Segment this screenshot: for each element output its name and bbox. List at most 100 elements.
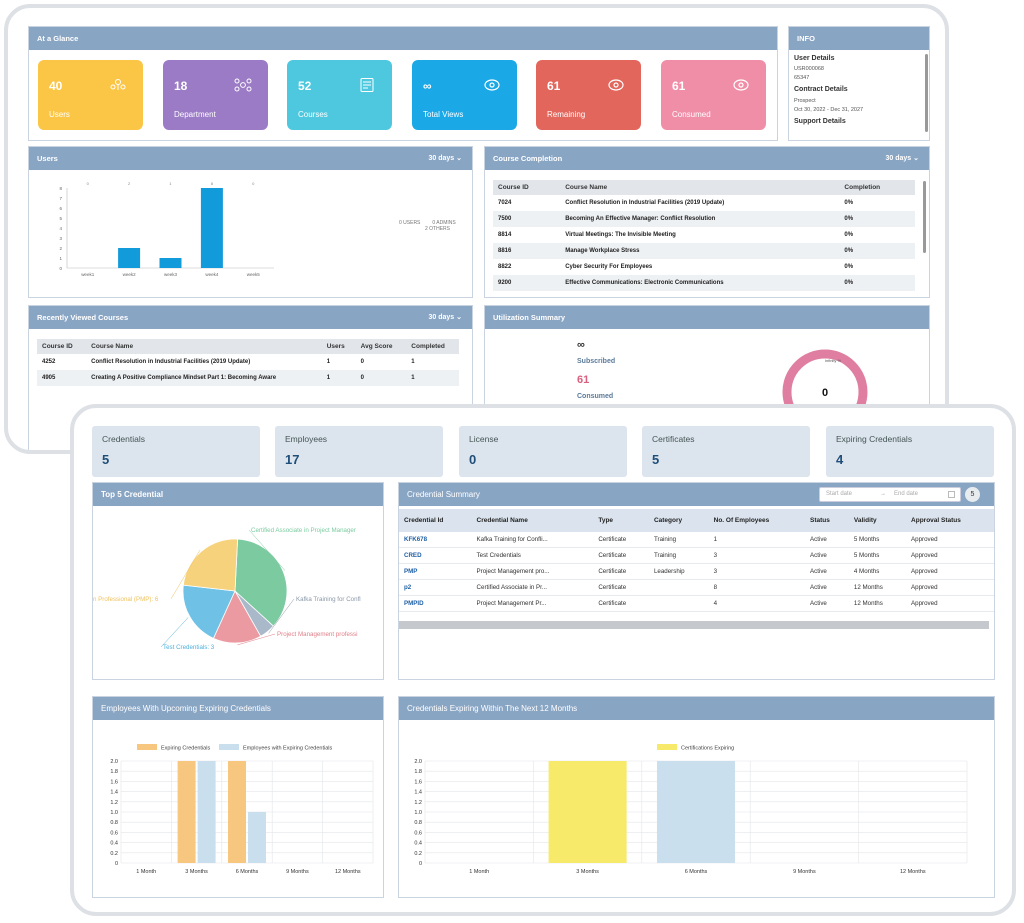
bar[interactable] — [228, 761, 246, 863]
table-cell: Approved — [906, 547, 994, 564]
panel-title: At a Glance — [37, 34, 79, 43]
table-cell: 0 — [360, 359, 364, 365]
horizontal-scrollbar[interactable] — [399, 621, 989, 629]
y-tick-label: 1.2 — [414, 800, 422, 806]
card-label: Remaining — [547, 110, 586, 119]
column-header[interactable]: Type — [593, 509, 649, 532]
table-cell[interactable]: PMP — [399, 563, 472, 580]
bar[interactable] — [548, 761, 627, 863]
stat-card[interactable]: 61 Consumed — [661, 60, 766, 130]
date-range-picker[interactable]: Start date → End date — [819, 487, 961, 502]
start-date-input[interactable]: Start date — [826, 491, 853, 497]
column-header[interactable]: Status — [805, 509, 849, 532]
completion-scrollbar[interactable] — [923, 181, 926, 253]
stat-label: Credentials — [102, 434, 145, 444]
column-header[interactable]: Course Name — [86, 339, 322, 354]
recently-viewed-header: Recently Viewed Courses 30 days ⌄ — [29, 306, 472, 329]
table-row[interactable]: 9200 Effective Communications: Electronic… — [493, 275, 915, 291]
utilization-header: Utilization Summary — [485, 306, 929, 329]
table-row[interactable]: 4905 Creating A Positive Compliance Minds… — [37, 370, 459, 386]
table-row[interactable]: p2 Certified Associate in Pr... Certificat… — [399, 579, 994, 596]
column-header[interactable]: Course Name — [560, 180, 840, 195]
column-header[interactable]: Course ID — [493, 180, 561, 195]
table-cell: 8816 — [493, 243, 561, 259]
end-date-input[interactable]: End date — [894, 491, 919, 497]
bar[interactable] — [656, 761, 736, 863]
bar[interactable] — [248, 812, 266, 863]
table-cell: 4905 — [37, 370, 87, 386]
recent-courses-table: Course ID Course Name Users Avg Score Comple… — [37, 339, 459, 386]
table-cell[interactable]: KFK678 — [399, 532, 472, 548]
table-cell: Leadership — [648, 563, 709, 580]
table-cell: Certificate — [593, 532, 649, 548]
stat-card[interactable]: 40 Users — [38, 60, 143, 130]
x-tick-label: 1 Month — [469, 869, 489, 875]
table-cell: 7500 — [493, 211, 561, 227]
credential-summary-table: Credential Id Credential Name Type Category… — [399, 509, 994, 612]
recent-range-dropdown[interactable]: 30 days ⌄ — [428, 306, 462, 329]
stat-card[interactable]: 61 Remaining — [536, 60, 641, 130]
info-scrollbar[interactable] — [925, 54, 928, 132]
pie-slice[interactable] — [212, 590, 262, 644]
pie-slice[interactable] — [182, 538, 239, 592]
table-cell: Certificate — [593, 579, 649, 596]
eye-icon — [483, 78, 501, 92]
calendar-icon[interactable] — [948, 491, 955, 498]
completion-range-dropdown[interactable]: 30 days ⌄ — [885, 147, 919, 170]
table-row[interactable]: KFK678 Kafka Training for Confli... Certif… — [399, 532, 994, 548]
column-header[interactable]: Validity — [848, 509, 907, 532]
table-cell[interactable]: PMPID — [399, 595, 472, 612]
y-tick-label: 0 — [59, 266, 62, 271]
users-group-icon — [109, 78, 127, 92]
table-cell: 3 — [708, 547, 806, 564]
stat-card[interactable]: 18 Department — [163, 60, 268, 130]
table-row[interactable]: CRED Test Credentials Certificate Training 3… — [399, 547, 994, 564]
column-header[interactable]: Avg Score — [355, 339, 407, 354]
consumed-label: Consumed — [577, 393, 614, 400]
panel-title: Course Completion — [493, 154, 563, 163]
column-header[interactable]: Completion — [839, 180, 915, 195]
arrow-icon: → — [880, 491, 886, 497]
bar[interactable] — [118, 248, 141, 268]
table-cell: Training — [648, 532, 709, 548]
bar[interactable] — [159, 258, 182, 268]
column-header[interactable]: Completed — [406, 339, 459, 354]
table-cell[interactable]: CRED — [399, 547, 472, 564]
table-row[interactable]: 7024 Conflict Resolution in Industrial Fa… — [493, 195, 915, 211]
table-cell: Virtual Meetings: The Invisible Meeting — [565, 232, 676, 238]
stat-card[interactable]: ∞ Total Views — [412, 60, 517, 130]
table-row[interactable]: PMPID Project Management Pr... Certificate… — [399, 595, 994, 612]
bar[interactable] — [197, 761, 216, 863]
table-row[interactable]: 8816 Manage Workplace Stress 0% — [493, 243, 915, 259]
y-tick-label: 0.6 — [110, 830, 118, 836]
x-tick-label: week5 — [247, 272, 261, 277]
y-tick-label: 3 — [59, 236, 62, 241]
y-tick-label: 8 — [59, 186, 62, 191]
column-header[interactable]: Category — [648, 509, 709, 532]
column-header[interactable]: Credential Name — [471, 509, 594, 532]
column-header[interactable]: Credential Id — [399, 509, 472, 532]
bar[interactable] — [177, 761, 196, 863]
users-range-dropdown[interactable]: 30 days ⌄ — [428, 147, 462, 170]
pie-slice[interactable] — [234, 538, 288, 627]
pie-leader-line — [160, 617, 189, 648]
bar[interactable] — [200, 188, 223, 268]
table-row[interactable]: 8822 Cyber Security For Employees 0% — [493, 259, 915, 275]
y-tick-label: 5 — [59, 216, 62, 221]
table-row[interactable]: 8814 Virtual Meetings: The Invisible Meet… — [493, 227, 915, 243]
pie-slice[interactable] — [182, 584, 236, 639]
table-cell: 1 — [406, 370, 459, 386]
column-header[interactable]: Users — [321, 339, 356, 354]
pie-leader-line — [237, 633, 276, 646]
y-tick-label: 4 — [59, 226, 62, 231]
table-row[interactable]: 7500 Becoming An Effective Manager: Confl… — [493, 211, 915, 227]
table-row[interactable]: PMP Project Management pro... Certificate L… — [399, 563, 994, 580]
column-header[interactable]: Course ID — [37, 339, 87, 354]
table-cell: Manage Workplace Stress — [560, 243, 840, 259]
stat-card[interactable]: 52 Courses — [287, 60, 392, 130]
table-row[interactable]: 4252 Conflict Resolution in Industrial Fa… — [37, 354, 459, 370]
column-header[interactable]: Approval Status — [906, 509, 994, 532]
y-tick-label: 2.0 — [110, 759, 118, 765]
table-cell[interactable]: p2 — [399, 579, 472, 596]
column-header[interactable]: No. Of Employees — [708, 509, 806, 532]
